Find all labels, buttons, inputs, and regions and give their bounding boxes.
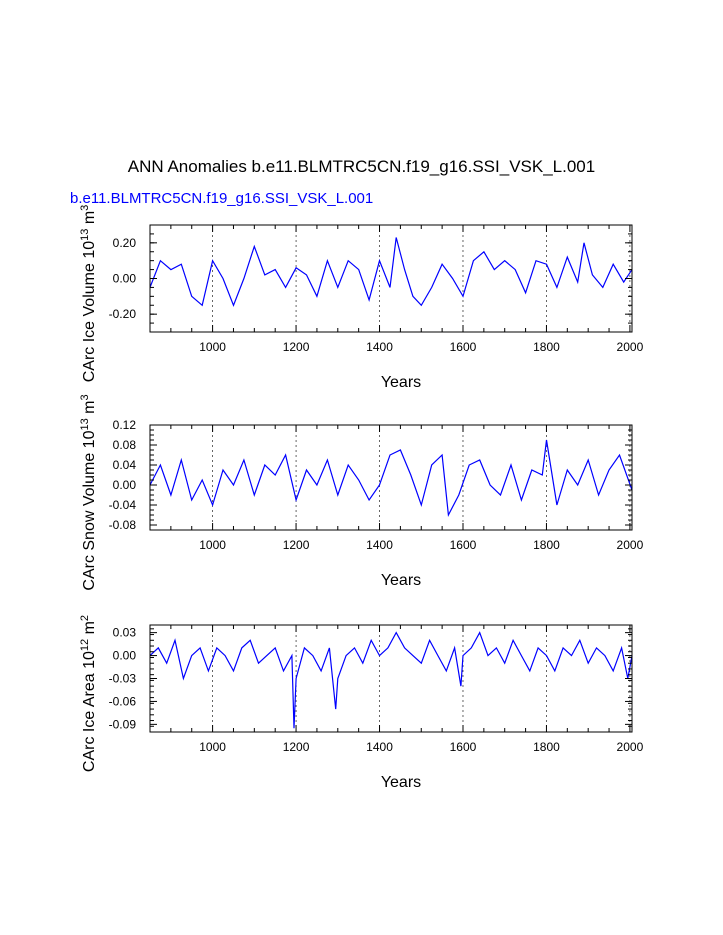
y-tick-label: -0.06 (109, 694, 137, 708)
y-tick-label: 0.00 (113, 649, 137, 663)
x-tick-label: 1000 (199, 340, 226, 354)
x-tick-label: 1000 (199, 538, 226, 552)
x-tick-label: 1600 (450, 340, 477, 354)
y-tick-label: 0.08 (113, 438, 137, 452)
y-axis-title: CArc Ice Area 1012 m2 (79, 615, 98, 772)
x-axis-title: Years (381, 774, 421, 791)
y-tick-label: -0.03 (109, 672, 137, 686)
x-tick-label: 1800 (533, 340, 560, 354)
x-tick-label: 2000 (617, 740, 644, 754)
chart-subtitle: b.e11.BLMTRC5CN.f19_g16.SSI_VSK_L.001 (70, 190, 374, 207)
x-tick-label: 1200 (283, 538, 310, 552)
plot-frame (149, 424, 633, 531)
x-axis-title: Years (381, 572, 421, 589)
y-tick-label: 0.04 (113, 458, 137, 472)
x-tick-label: 1400 (366, 538, 393, 552)
x-tick-label: 1800 (533, 538, 560, 552)
y-tick-label: 0.12 (113, 418, 137, 432)
series-line (149, 237, 633, 307)
y-axis-title: CArc Snow Volume 1013 m3 (79, 394, 98, 590)
y-tick-label: 0.00 (113, 272, 137, 286)
x-tick-label: 1200 (283, 340, 310, 354)
y-axis-title: CArc Ice Volume 1013 m3 (79, 205, 98, 383)
y-tick-label: -0.08 (109, 518, 137, 532)
series-line (149, 631, 633, 729)
page-title: ANN Anomalies b.e11.BLMTRC5CN.f19_g16.SS… (127, 157, 596, 176)
y-tick-label: -0.20 (109, 307, 137, 321)
x-tick-label: 1400 (366, 340, 393, 354)
series-line (149, 439, 633, 518)
x-tick-label: 2000 (617, 340, 644, 354)
x-tick-label: 1200 (283, 740, 310, 754)
x-tick-label: 1800 (533, 740, 560, 754)
x-axis-title: Years (381, 374, 421, 391)
x-tick-label: 1600 (450, 740, 477, 754)
y-tick-label: -0.09 (109, 717, 137, 731)
x-tick-label: 2000 (617, 538, 644, 552)
x-tick-label: 1400 (366, 740, 393, 754)
y-tick-label: 0.20 (113, 236, 137, 250)
y-tick-label: -0.04 (109, 498, 137, 512)
y-tick-label: 0.03 (113, 626, 137, 640)
x-tick-label: 1600 (450, 538, 477, 552)
y-tick-label: 0.00 (113, 478, 137, 492)
x-tick-label: 1000 (199, 740, 226, 754)
